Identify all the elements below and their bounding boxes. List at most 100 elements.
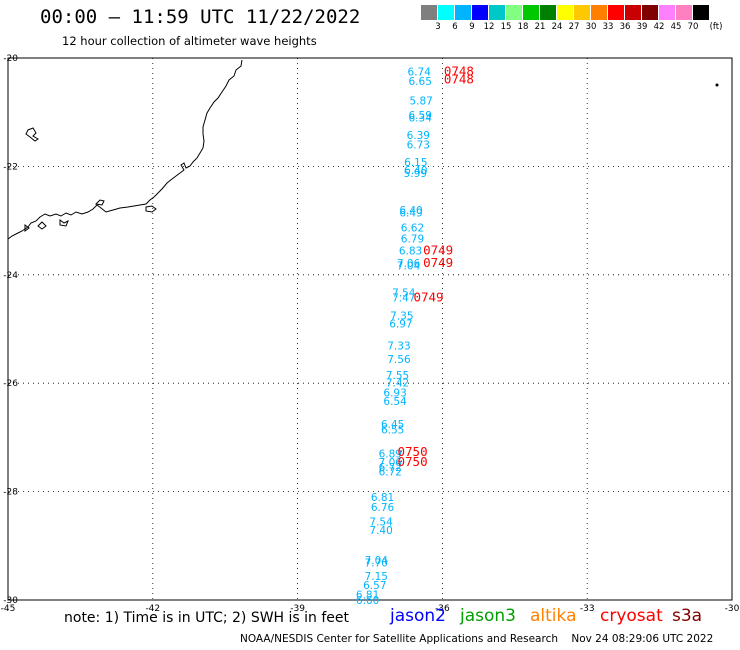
- swh-label: 6.39: [407, 130, 430, 142]
- map-grid: [8, 58, 732, 600]
- swh-label: 6.65: [409, 76, 432, 88]
- legend-swatch: [608, 5, 625, 20]
- pass-time-label: 0749: [423, 242, 453, 257]
- lat-tick-label: -22: [3, 162, 18, 172]
- swh-label: 7.04: [397, 261, 421, 273]
- legend-tick: 45: [670, 22, 682, 32]
- map-frame: [7, 57, 733, 601]
- coastline-bay-islands: [24, 219, 69, 232]
- legend-swatch: [421, 5, 438, 20]
- legend-swatch: [591, 5, 608, 20]
- legend-tick: 30: [585, 22, 597, 32]
- swh-label: 6.15: [404, 157, 427, 169]
- pass-time-label: 0749: [413, 290, 443, 305]
- swh-label: 6.79: [401, 233, 424, 245]
- swh-label: 6.89: [379, 449, 402, 461]
- legend-swatch: [506, 5, 523, 20]
- legend-tick: 18: [517, 22, 529, 32]
- distant-island-marker: [715, 83, 719, 87]
- legend-swatch: [574, 5, 591, 20]
- legend-swatch: [489, 5, 506, 20]
- lat-tick-label: -20: [3, 54, 18, 64]
- swh-label: 7.70: [365, 558, 388, 570]
- legend-swatch: [642, 5, 659, 20]
- credit-line: NOAA/NESDIS Center for Satellite Applica…: [240, 633, 714, 645]
- swh-label: 6.40: [404, 165, 427, 177]
- legend-tick: 15: [500, 22, 512, 32]
- swh-value-labels: 6.746.655.876.596.346.396.736.156.405.99…: [356, 67, 433, 607]
- swh-label: 6.34: [409, 113, 433, 125]
- pass-time-label: 0750: [398, 444, 428, 459]
- lat-tick-label: -24: [3, 271, 18, 281]
- swh-label: 7.54: [392, 288, 416, 300]
- legend-tick: 36: [619, 22, 631, 32]
- pass-time-label: 0750: [398, 454, 428, 469]
- coastline: [7, 59, 719, 240]
- chart-subtitle: 12 hour collection of altimeter wave hei…: [62, 34, 317, 48]
- legend-tick: 27: [568, 22, 580, 32]
- satellite-label-altika: altika: [530, 606, 577, 626]
- pass-time-label: 0748: [444, 64, 474, 79]
- swh-label: 6.83: [399, 245, 422, 257]
- swh-label: 6.49: [399, 207, 422, 219]
- legend-tick: 9: [469, 22, 475, 32]
- swh-label: 6.45: [381, 419, 404, 431]
- legend-tick: 3: [435, 22, 441, 32]
- swh-label: 7.54: [369, 516, 393, 528]
- legend-unit: (ft): [709, 22, 723, 32]
- legend-tick: 12: [483, 22, 495, 32]
- swh-label: 6.57: [363, 580, 386, 592]
- legend-swatch: [540, 5, 557, 20]
- units-note: note: 1) Time is in UTC; 2) SWH is in fe…: [64, 610, 350, 626]
- lat-tick-label: -26: [3, 379, 18, 389]
- swh-label: 6.55: [381, 424, 404, 436]
- swh-label: 6.97: [389, 319, 412, 331]
- lon-tick-label: -36: [435, 604, 450, 614]
- swh-label: 7.15: [365, 571, 388, 583]
- pass-time-label: 0749: [423, 255, 453, 270]
- legend-swatch: [659, 5, 676, 20]
- satellite-label-cryosat: cryosat: [600, 606, 663, 626]
- satellite-label-jason2: jason2: [390, 606, 446, 626]
- satellite-label-jason3: jason3: [460, 606, 516, 626]
- swh-label: 6.62: [401, 223, 424, 235]
- pass-time-label: 0748: [444, 72, 474, 87]
- lon-tick-label: -33: [580, 604, 595, 614]
- legend-tick: 70: [687, 22, 699, 32]
- lon-tick-label: -42: [145, 604, 160, 614]
- legend-swatch: [676, 5, 693, 20]
- legend-swatch: [438, 5, 455, 20]
- swh-label: 7.06: [397, 258, 421, 270]
- legend-swatch: [625, 5, 642, 20]
- swh-label: 6.72: [379, 462, 402, 474]
- axis-tick-labels: -45 -42 -39 -36 -33 -30 -20 -22 -24 -26 -28 -30: [1, 54, 740, 614]
- legend-tick: 33: [602, 22, 614, 32]
- legend-swatch: [455, 5, 472, 20]
- wave-height-color-legend: [421, 5, 710, 20]
- legend-swatch: [523, 5, 540, 20]
- swh-label: 7.40: [369, 525, 392, 537]
- coastline-inland-lake: [25, 127, 39, 142]
- coastline-lagoon: [94, 199, 105, 206]
- satellite-label-s3a: s3a: [672, 606, 703, 626]
- lon-tick-label: -45: [1, 604, 16, 614]
- chart-title: 00:00 — 11:59 UTC 11/22/2022: [40, 6, 361, 28]
- swh-label: 7.56: [387, 354, 411, 366]
- swh-label: 6.60: [356, 595, 379, 607]
- swh-label: 6.76: [371, 502, 395, 514]
- swh-label: 6.81: [356, 590, 379, 602]
- swh-label: 5.99: [404, 168, 427, 180]
- swh-label: 6.93: [383, 387, 406, 399]
- map-border: [7, 57, 733, 601]
- swh-label: 7.35: [390, 310, 413, 322]
- swh-label: 7.42: [386, 378, 409, 390]
- swh-label: 6.81: [371, 492, 394, 504]
- swh-label: 7.06: [379, 457, 403, 469]
- legend-tick: 6: [452, 22, 458, 32]
- swh-label: 5.87: [409, 95, 432, 107]
- lat-tick-label: -28: [3, 488, 18, 498]
- coastline-island: [145, 205, 157, 213]
- swh-label: 6.72: [379, 467, 402, 479]
